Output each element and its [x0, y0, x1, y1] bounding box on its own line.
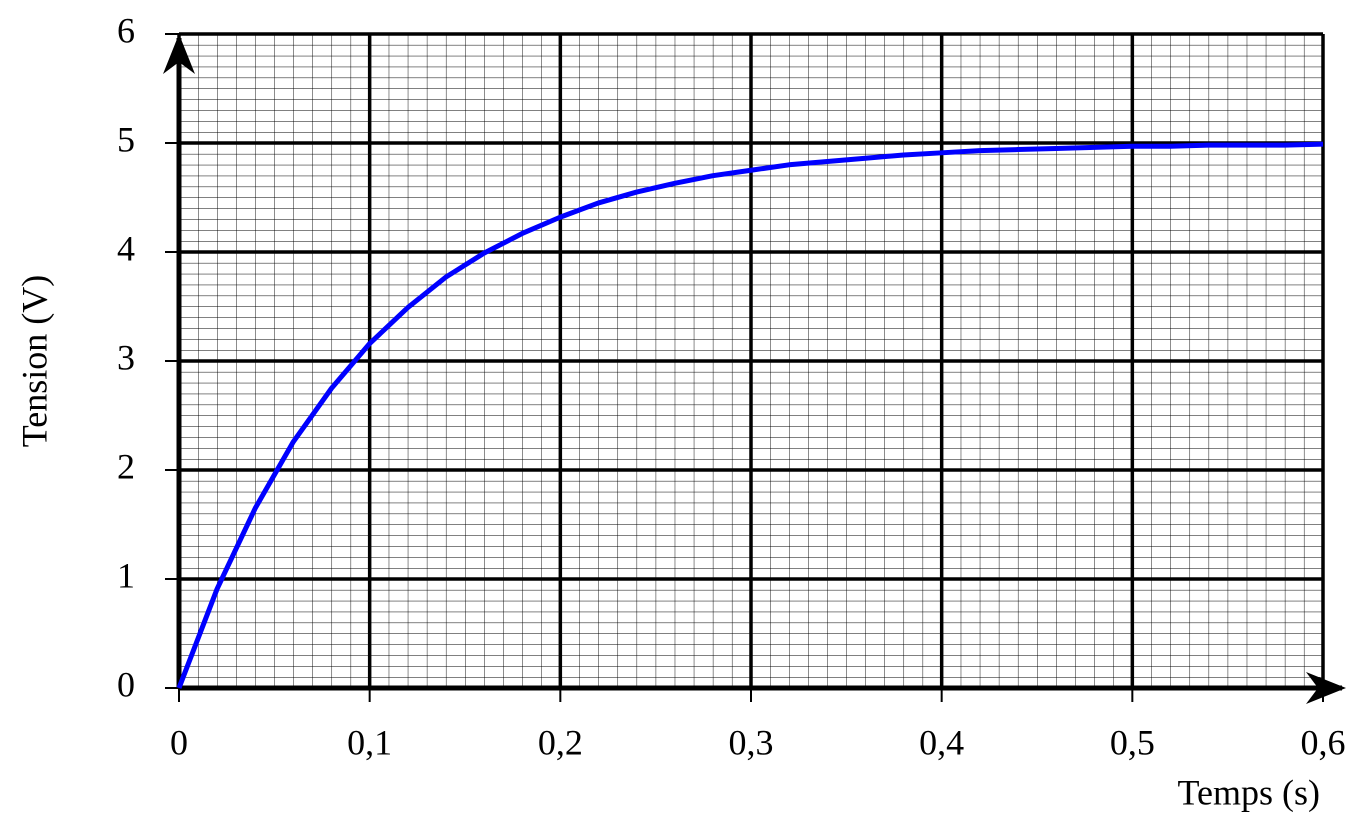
x-tick-label: 0,5 [1110, 722, 1155, 762]
y-tick-label: 0 [117, 664, 135, 704]
y-tick-label: 6 [117, 10, 135, 50]
x-tick-label: 0,2 [538, 722, 583, 762]
y-tick-label: 1 [117, 555, 135, 595]
data-line [176, 141, 1324, 689]
y-tick-label: 4 [117, 228, 135, 268]
x-tick-label: 0,3 [729, 722, 774, 762]
x-tick-label: 0,1 [347, 722, 392, 762]
x-tick-label: 0,6 [1301, 722, 1346, 762]
y-tick-label: 2 [117, 446, 135, 486]
y-tick-label: 5 [117, 119, 135, 159]
x-tick-label: 0 [170, 722, 188, 762]
y-tick-label: 3 [117, 337, 135, 377]
x-axis-label: Temps (s) [1178, 772, 1320, 812]
x-tick-label: 0,4 [919, 722, 964, 762]
y-axis-label: Tension (V) [14, 275, 54, 447]
